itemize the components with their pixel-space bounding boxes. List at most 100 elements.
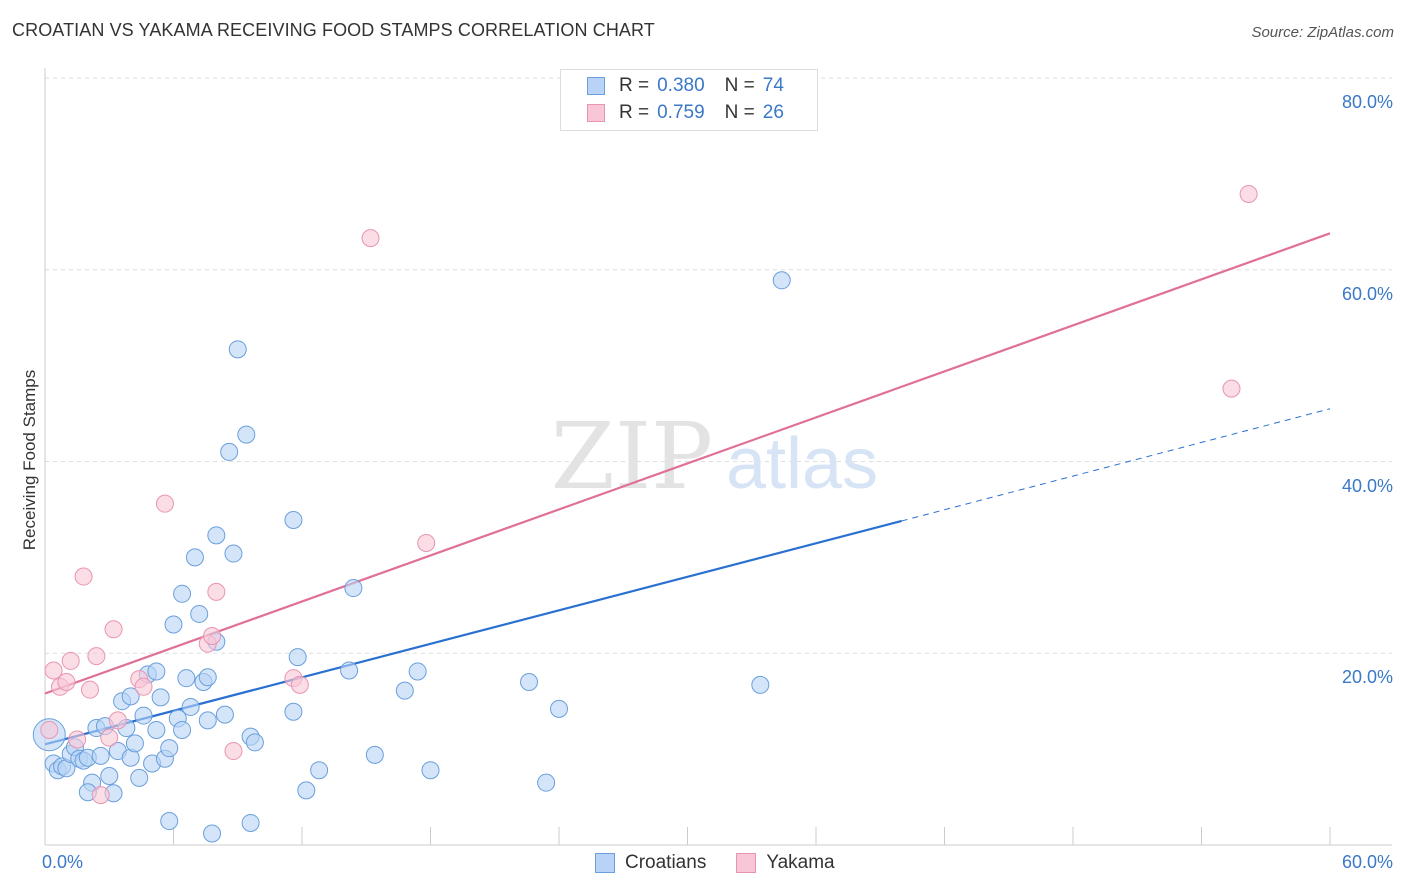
yakama-point [68,730,87,749]
yakama-point [290,675,309,694]
croatians-point [198,711,217,730]
croatians-point [134,706,153,725]
croatians-point [297,781,316,800]
yakama-point [74,567,93,586]
croatians-point [751,675,770,694]
yakama-point [203,626,222,645]
series-legend: Croatians Yakama [595,852,865,874]
watermark: ZIP atlas [551,403,878,510]
yakama-point [1239,185,1258,204]
yakama-point [57,673,76,692]
croatians-point [177,669,196,688]
legend-n-value: 74 [762,75,784,96]
croatians-point [772,271,791,290]
y-tick-label: 60.0% [1341,283,1393,304]
yakama-point [155,494,174,513]
yakama-point [1222,379,1241,398]
yakama-point [224,742,243,761]
points-layer [32,185,1258,843]
yakama-point [80,680,99,699]
croatians-point [310,761,329,780]
x-tick-label-max: 60.0% [1341,852,1393,872]
watermark-atlas: atlas [726,424,878,504]
y-tick-label: 80.0% [1341,92,1393,112]
croatians-point [408,662,427,681]
croatians-point [147,662,166,681]
legend-n-label: N = [724,102,755,123]
croatians-point [173,584,192,603]
legend-swatch-yakama [587,104,605,122]
croatians-point [173,720,192,739]
yakama-point [417,533,436,552]
legend-swatch-croatians [595,853,615,873]
grid-layer [44,68,1392,846]
legend-label-yakama: Yakama [766,852,835,873]
croatians-point [537,773,556,792]
croatians-point [160,739,179,758]
trendline-yakama [44,232,1331,695]
croatians-point [365,745,384,764]
croatians-point [125,734,144,753]
croatians-point [237,425,256,444]
legend-n-label: N = [724,75,755,96]
croatians-point [245,733,264,752]
croatians-point [207,526,226,545]
yakama-point [104,620,123,639]
legend-n-value: 26 [762,102,784,123]
croatians-point [241,813,260,832]
yakama-point [44,661,63,680]
yakama-point [207,582,226,601]
yakama-point [108,711,127,730]
legend-label-croatians: Croatians [625,852,707,873]
legend-swatch-yakama [736,853,757,873]
y-tick-label: 40.0% [1341,475,1393,496]
chart-title: CROATIAN VS YAKAMA RECEIVING FOOD STAMPS… [12,20,655,40]
croatians-point [215,705,234,724]
croatians-point [151,688,170,707]
croatians-point [160,812,179,831]
croatians-point [288,648,307,667]
croatians-point [121,687,140,706]
croatians-point [340,661,359,680]
y-tick-label: 20.0% [1341,667,1393,688]
legend-swatch-croatians [587,77,605,95]
croatians-point [550,699,568,718]
croatians-point [284,510,303,529]
croatians-point [91,746,110,765]
croatians-point [181,697,200,716]
croatians-point [147,720,166,739]
chart-source: Source: ZipAtlas.com [1251,24,1394,41]
croatians-point [395,681,414,700]
legend-item-yakama: Yakama [736,852,835,874]
croatians-point [190,604,209,623]
legend-r-value: 0.380 [657,75,705,96]
legend-row-yakama: R = 0.759 N = 26 [587,101,790,125]
croatians-point [198,668,217,687]
croatians-point [100,766,119,785]
trendline-croatians-extension [901,408,1331,522]
croatians-point [284,702,303,721]
correlation-legend: R = 0.380 N = 74 R = 0.759 N = 26 [560,69,818,131]
legend-r-label: R = [619,102,650,123]
croatians-point [220,442,239,461]
croatians-point [130,768,149,787]
croatians-point [421,761,440,780]
yakama-point [87,647,106,666]
legend-r-value: 0.759 [657,102,705,123]
croatians-point [164,615,183,634]
yakama-point [361,229,380,248]
yakama-point [61,651,80,670]
yakama-point [40,720,59,739]
croatians-point [185,548,204,567]
croatians-point [520,673,539,692]
yakama-point [134,677,153,696]
legend-item-croatians: Croatians [595,852,706,874]
yakama-point [91,786,110,805]
legend-r-label: R = [619,75,650,96]
croatians-point [203,824,222,843]
watermark-zip: ZIP [551,403,713,510]
legend-row-croatians: R = 0.380 N = 74 [587,74,790,98]
yakama-point [100,728,119,747]
croatians-point [344,579,363,598]
